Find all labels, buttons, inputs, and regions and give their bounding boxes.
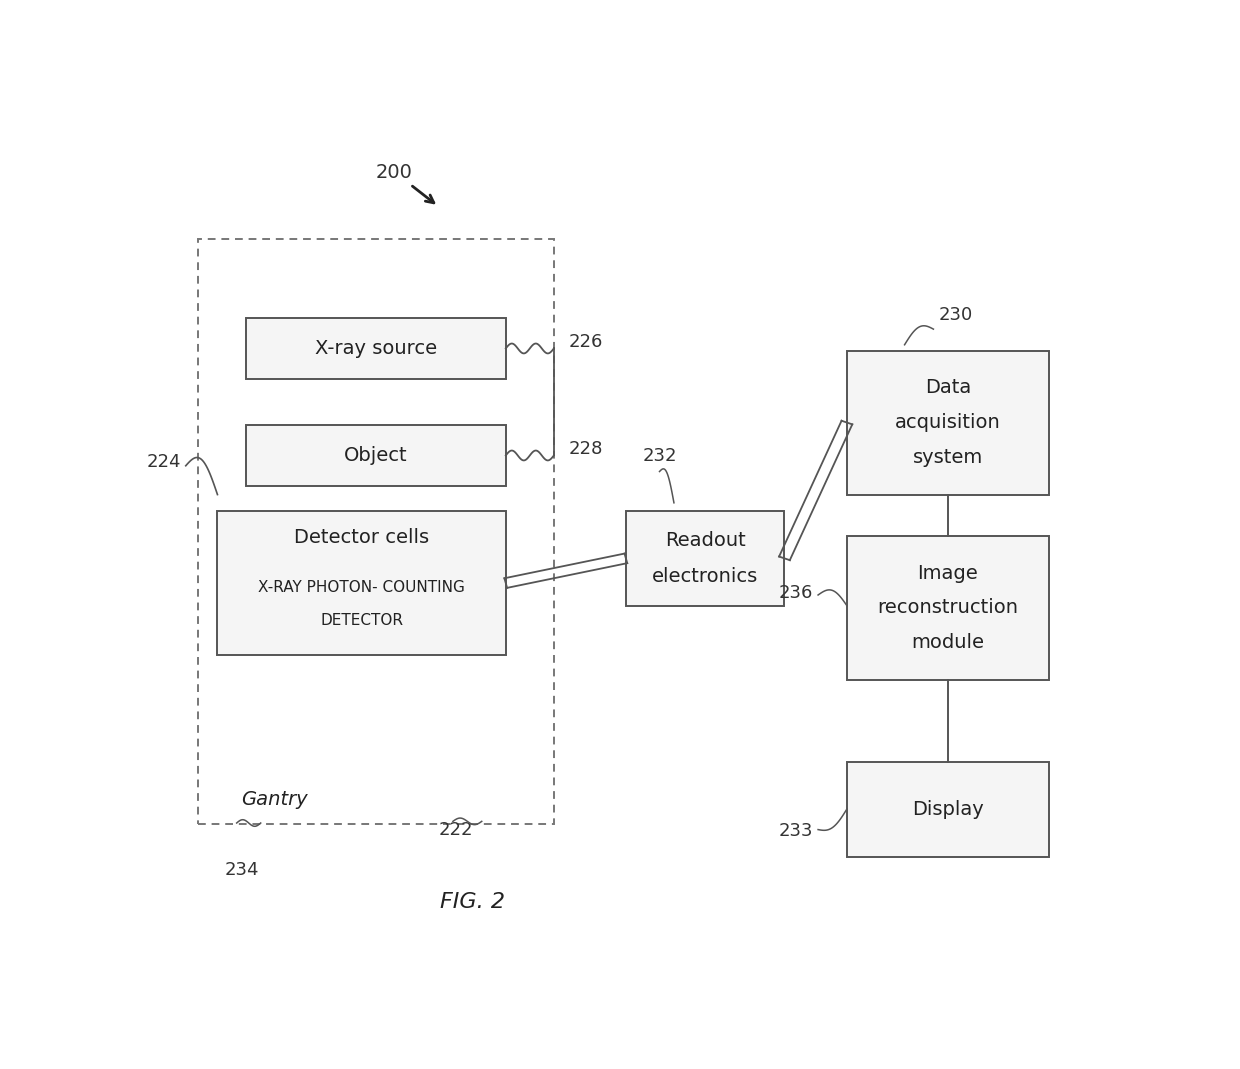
- Text: Data: Data: [925, 378, 971, 398]
- Bar: [847, 762, 1049, 856]
- Text: Gantry: Gantry: [242, 790, 308, 809]
- Text: module: module: [911, 633, 985, 652]
- Text: electronics: electronics: [652, 567, 759, 586]
- Bar: [247, 317, 506, 379]
- Text: 228: 228: [568, 440, 603, 459]
- Bar: [198, 239, 554, 824]
- Text: FIG. 2: FIG. 2: [440, 892, 505, 912]
- Bar: [626, 511, 785, 606]
- Text: 230: 230: [939, 306, 972, 324]
- Text: 200: 200: [376, 162, 434, 203]
- Text: Image: Image: [918, 563, 978, 583]
- Text: acquisition: acquisition: [895, 413, 1001, 432]
- Text: Detector cells: Detector cells: [294, 528, 429, 547]
- Bar: [247, 424, 506, 486]
- Text: 226: 226: [568, 334, 603, 352]
- Text: system: system: [913, 448, 983, 467]
- Text: Display: Display: [911, 800, 983, 819]
- Text: reconstruction: reconstruction: [878, 599, 1018, 617]
- Text: X-RAY PHOTON- COUNTING: X-RAY PHOTON- COUNTING: [258, 579, 465, 594]
- Text: 222: 222: [439, 821, 472, 839]
- Text: 233: 233: [779, 822, 813, 840]
- Text: DETECTOR: DETECTOR: [320, 613, 403, 628]
- Text: 224: 224: [146, 452, 181, 470]
- Text: 232: 232: [642, 447, 677, 465]
- Text: Object: Object: [345, 446, 408, 465]
- Bar: [217, 511, 506, 655]
- Text: 234: 234: [224, 861, 259, 879]
- Text: Readout: Readout: [665, 530, 745, 549]
- Text: X-ray source: X-ray source: [315, 339, 436, 358]
- Text: 236: 236: [779, 585, 813, 602]
- Bar: [847, 351, 1049, 495]
- Bar: [847, 536, 1049, 680]
